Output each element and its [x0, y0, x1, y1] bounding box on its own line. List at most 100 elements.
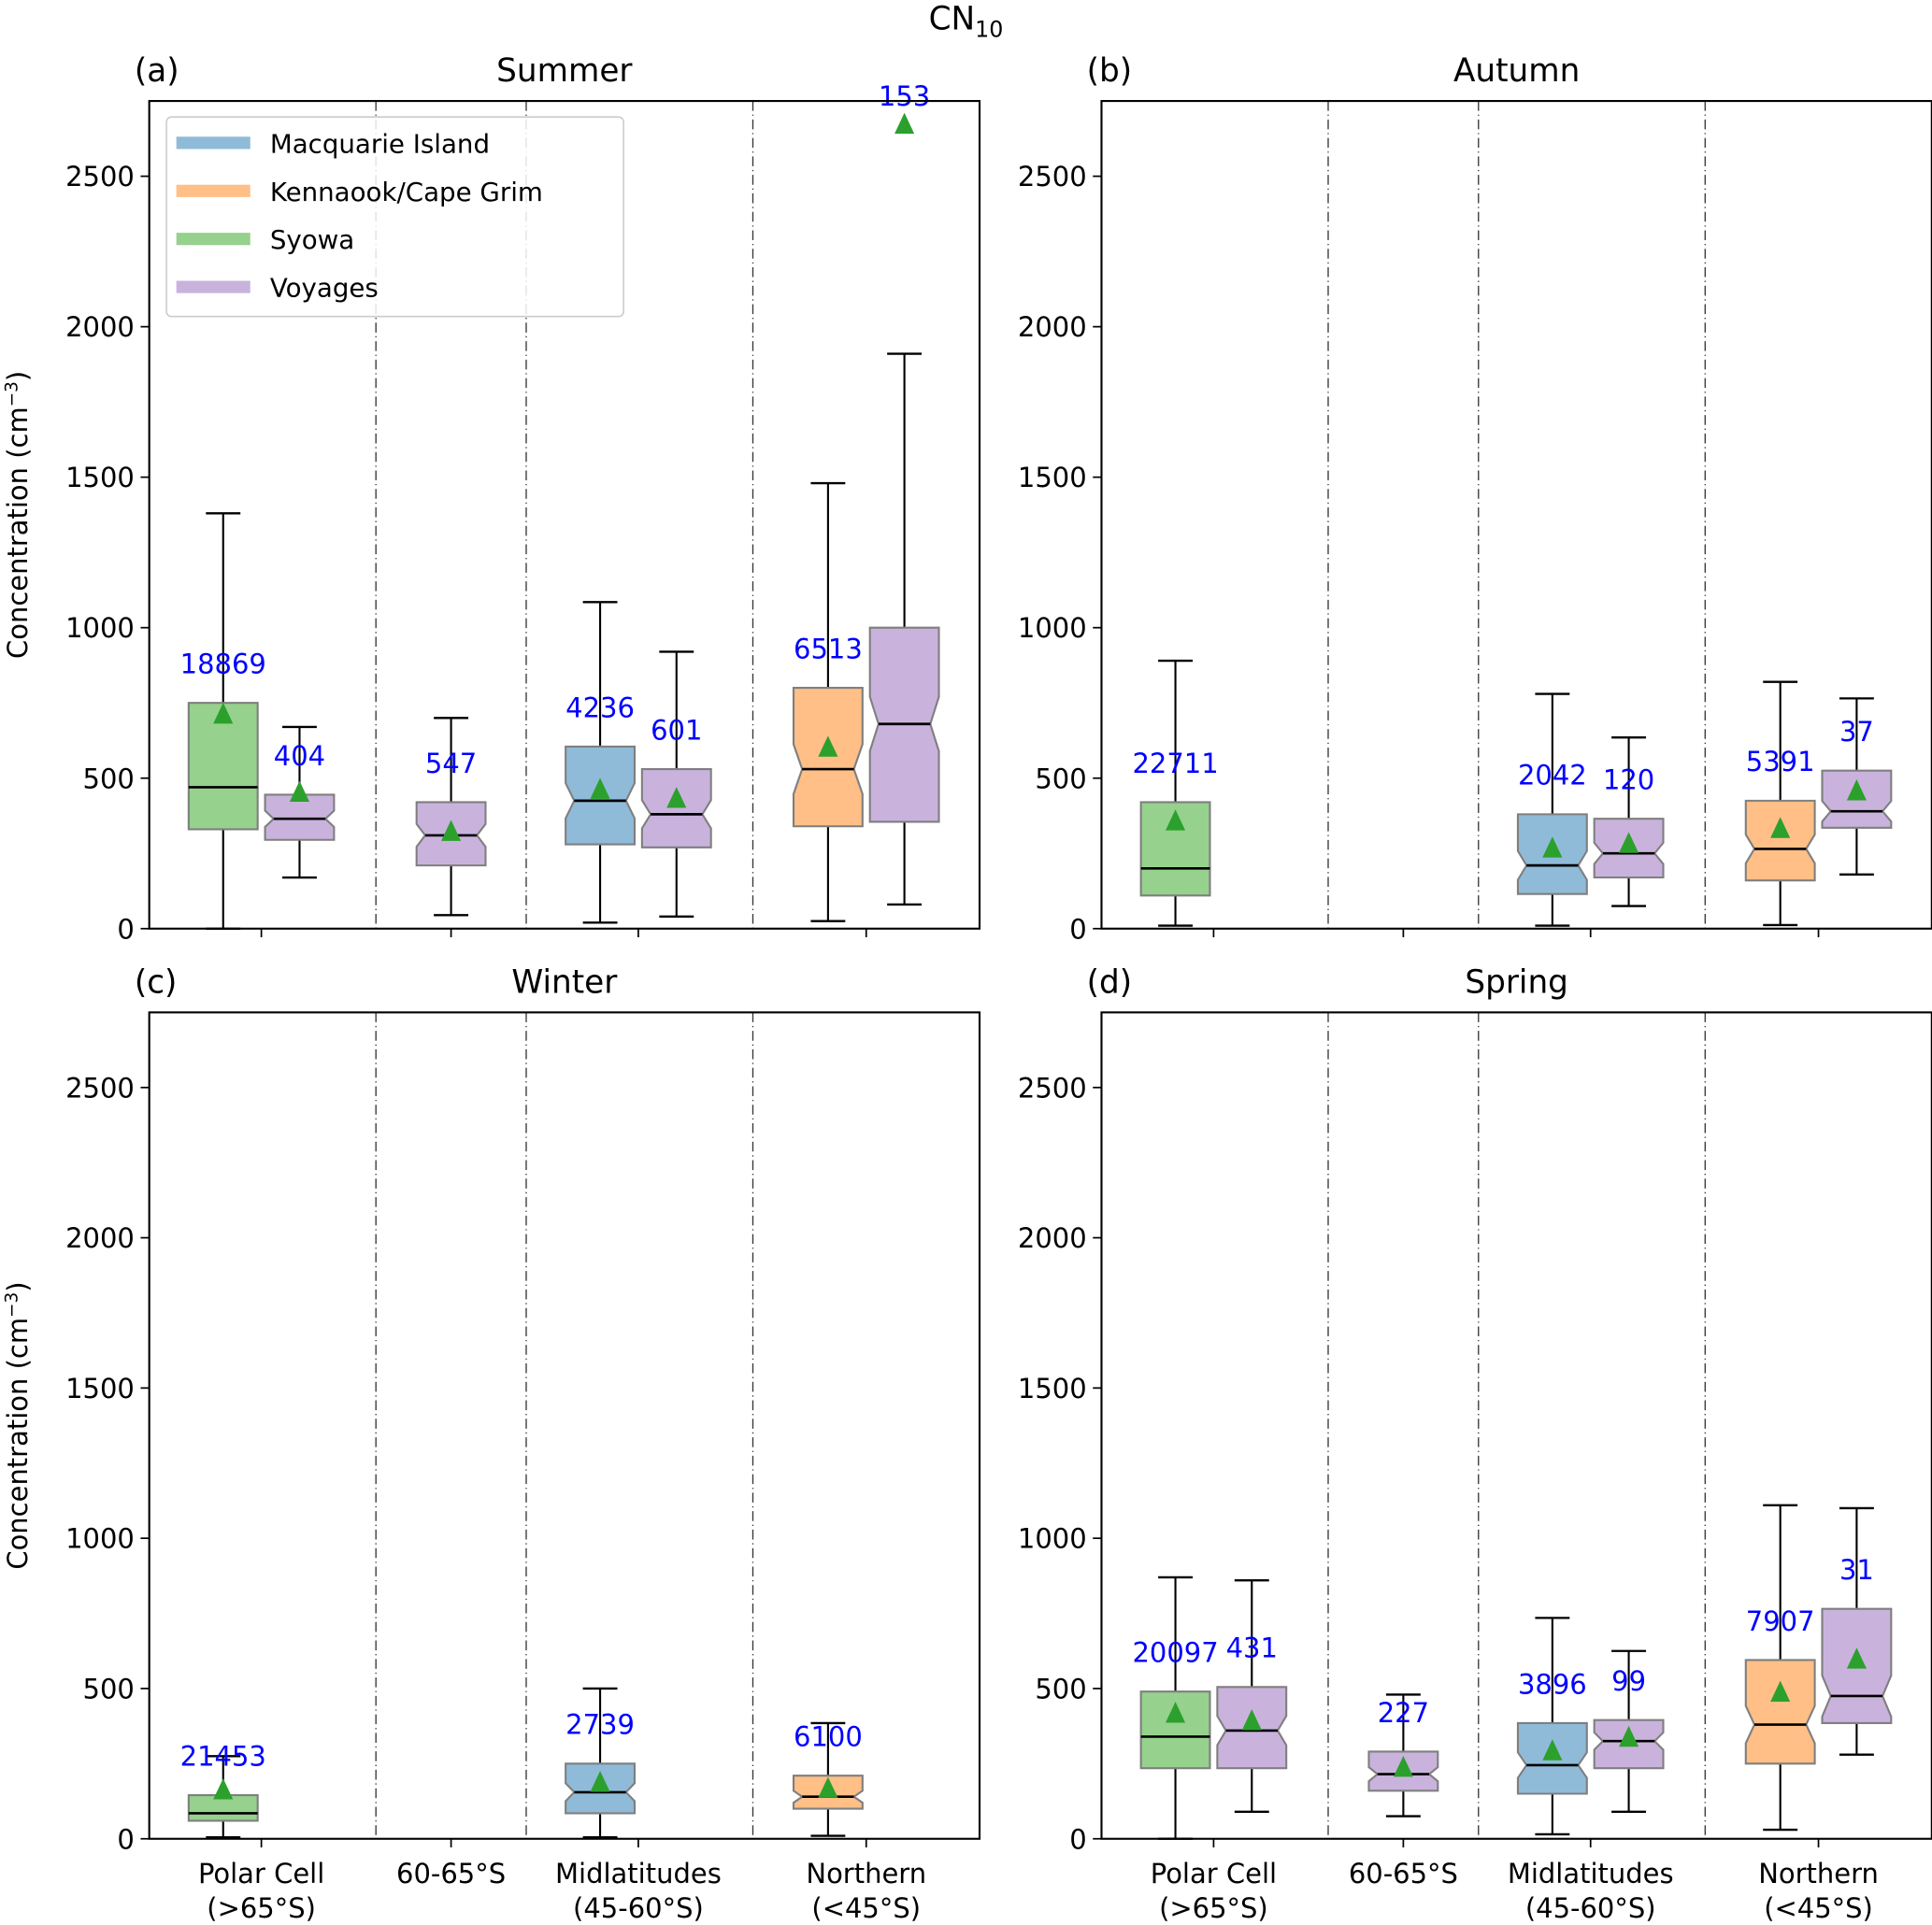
x-tick-label: Northern	[1758, 1858, 1879, 1889]
mean-marker	[590, 777, 610, 799]
panel-autumn: (b) Autumn 0 500 1000 1500 2000 2500 22711 2042 12…	[1018, 52, 1932, 945]
y-tick-label: 0	[1069, 1823, 1086, 1855]
y-tick-label: 500	[1035, 763, 1086, 794]
panel-title: Autumn	[1453, 52, 1580, 90]
legend-label: Syowa	[270, 224, 354, 255]
panel-winter: (c) Winter 0 500 1000 1500 2000 2500 Concentrati…	[2, 963, 981, 1924]
sample-count-label: 6513	[794, 633, 863, 664]
y-axis-label: Concentration (cm−3)	[2, 1281, 34, 1569]
legend-swatch	[176, 280, 250, 293]
panel-title: Summer	[496, 52, 633, 90]
mean-marker	[289, 780, 310, 803]
box-body	[264, 793, 336, 841]
mean-marker	[441, 820, 462, 841]
mean-marker	[1846, 1647, 1867, 1669]
y-tick-label: 1000	[1018, 612, 1087, 644]
mean-marker	[666, 787, 687, 808]
box-voyages: 153	[868, 80, 940, 906]
mean-marker	[1393, 1755, 1413, 1777]
axes-frame	[148, 100, 981, 930]
panel-title: Spring	[1465, 963, 1568, 1001]
y-axis-label: Concentration (cm−3)	[2, 371, 34, 659]
y-tick-label: 2000	[1018, 1222, 1087, 1254]
legend-swatch	[176, 233, 250, 246]
box-body	[792, 687, 864, 828]
box-syowa: 21453	[180, 1740, 266, 1839]
x-tick-label-line2: (>65°S)	[1159, 1892, 1268, 1924]
box-voyages: 99	[1593, 1649, 1665, 1813]
box-macquarie-island: 2739	[565, 1687, 637, 1839]
sample-count-label: 5391	[1746, 746, 1815, 777]
box-voyages: 227	[1367, 1693, 1439, 1818]
sample-count-label: 18869	[180, 649, 266, 680]
box-voyages: 120	[1593, 736, 1665, 907]
legend-label: Kennaook/Cape Grim	[270, 177, 543, 207]
box-kennaook-cape-grim: 6100	[792, 1721, 864, 1837]
x-tick-label-line2: (45-60°S)	[573, 1892, 704, 1924]
x-tick-label-line2: (<45°S)	[811, 1892, 921, 1924]
mean-marker	[1166, 809, 1186, 831]
y-tick-label: 2500	[65, 161, 135, 192]
mean-marker	[1166, 1702, 1186, 1723]
box-body	[1744, 799, 1816, 882]
y-tick-label: 2500	[65, 1072, 135, 1104]
panel-summer: (a) Summer 0 500 1000 1500 2000 2500 Concentrati…	[2, 52, 981, 945]
y-tick-label: 0	[117, 1823, 134, 1855]
box-macquarie-island: 4236	[565, 601, 637, 924]
y-tick-label: 1500	[65, 462, 135, 493]
sample-count-label: 2739	[565, 1709, 635, 1741]
y-tick-label: 1000	[65, 1523, 135, 1555]
x-tick-label: Northern	[806, 1858, 926, 1889]
mean-marker	[1770, 817, 1791, 838]
x-tick-label-line2: (45-60°S)	[1525, 1892, 1656, 1924]
panel-title: Winter	[511, 963, 618, 1001]
panel-label: (d)	[1087, 963, 1132, 1001]
mean-marker	[1846, 779, 1867, 801]
box-voyages: 31	[1821, 1506, 1893, 1756]
box-voyages: 404	[264, 725, 336, 879]
y-tick-label: 1500	[1018, 1373, 1087, 1405]
y-tick-label: 2500	[1018, 1072, 1087, 1104]
mean-marker	[1619, 1725, 1639, 1747]
mean-marker	[1241, 1709, 1262, 1731]
sample-count-label: 601	[651, 714, 702, 746]
axes-frame	[148, 1011, 981, 1840]
sample-count-label: 431	[1226, 1633, 1278, 1664]
box-kennaook-cape-grim: 5391	[1744, 680, 1816, 927]
box-body	[640, 768, 712, 848]
legend-frame	[165, 116, 624, 318]
box-body	[1139, 1690, 1211, 1770]
y-tick-label: 0	[117, 913, 134, 945]
legend-swatch	[176, 136, 250, 150]
mean-marker	[1542, 1739, 1563, 1761]
sample-count-label: 153	[879, 80, 930, 112]
mean-marker	[590, 1771, 610, 1792]
mean-marker	[1770, 1680, 1791, 1702]
box-macquarie-island: 3896	[1516, 1617, 1588, 1836]
y-tick-label: 500	[83, 763, 135, 794]
y-tick-label: 2500	[1018, 161, 1087, 192]
x-tick-label: Midlatitudes	[555, 1858, 722, 1889]
box-macquarie-island: 2042	[1516, 692, 1588, 927]
y-tick-label: 500	[1035, 1673, 1086, 1704]
y-tick-label: 2000	[65, 1222, 135, 1254]
x-tick-label-line2: (>65°S)	[207, 1892, 316, 1924]
box-syowa: 22711	[1132, 659, 1219, 927]
box-voyages: 431	[1216, 1578, 1288, 1813]
mean-marker	[894, 112, 915, 135]
mean-marker	[818, 1776, 838, 1798]
mean-marker	[213, 702, 234, 724]
sample-count-label: 31	[1839, 1554, 1874, 1586]
panel-label: (c)	[135, 963, 178, 1001]
mean-marker	[818, 735, 838, 757]
mean-marker	[1542, 836, 1563, 858]
mean-marker	[213, 1778, 234, 1800]
sample-count-label: 6100	[794, 1721, 863, 1753]
panel-label: (b)	[1087, 52, 1132, 90]
x-tick-label: Polar Cell	[198, 1858, 324, 1889]
y-tick-label: 2000	[1018, 311, 1087, 343]
legend: Macquarie Island Kennaook/Cape Grim Syowa V…	[165, 116, 624, 318]
sample-count-label: 2042	[1518, 760, 1587, 791]
